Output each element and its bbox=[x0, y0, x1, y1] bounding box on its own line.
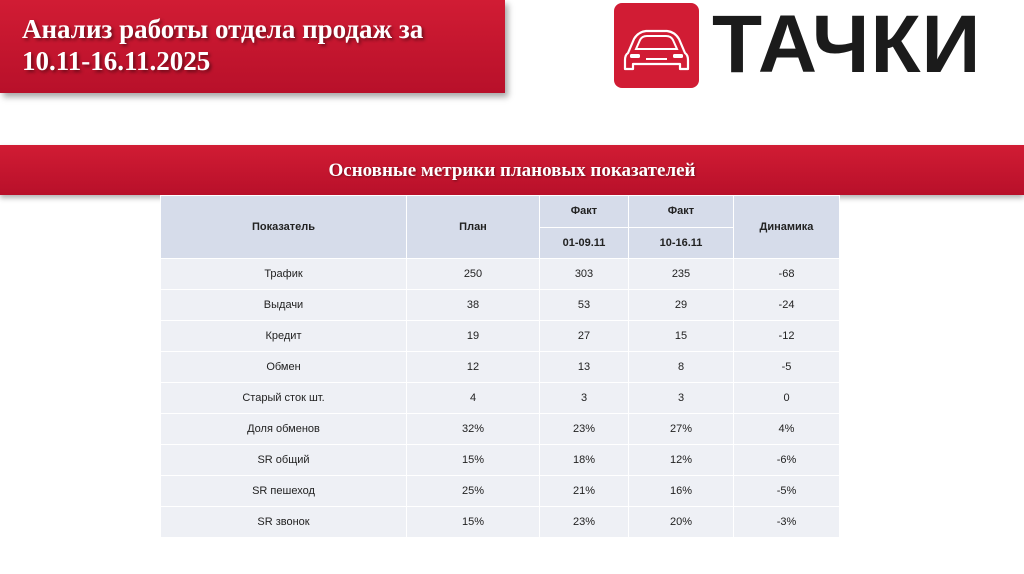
cell-dynamics: 4% bbox=[733, 413, 840, 445]
cell-fact2: 20% bbox=[628, 506, 734, 538]
row-label: SR пешеход bbox=[160, 475, 407, 507]
cell-fact2: 29 bbox=[628, 289, 734, 321]
cell-dynamics: -68 bbox=[733, 258, 840, 290]
cell-fact1: 303 bbox=[539, 258, 629, 290]
table-row: SR общий 15% 18% 12% -6% bbox=[160, 444, 840, 476]
cell-fact2: 3 bbox=[628, 382, 734, 414]
cell-plan: 19 bbox=[406, 320, 540, 352]
table-row: SR звонок 15% 23% 20% -3% bbox=[160, 506, 840, 538]
cell-fact1: 3 bbox=[539, 382, 629, 414]
cell-plan: 15% bbox=[406, 506, 540, 538]
table-row: Трафик 250 303 235 -68 bbox=[160, 258, 840, 290]
row-label: Трафик bbox=[160, 258, 407, 290]
table-row: Выдачи 38 53 29 -24 bbox=[160, 289, 840, 321]
row-label: Кредит bbox=[160, 320, 407, 352]
cell-plan: 25% bbox=[406, 475, 540, 507]
car-front-icon bbox=[614, 3, 699, 88]
cell-fact1: 18% bbox=[539, 444, 629, 476]
page-title-line1: Анализ работы отдела продаж за bbox=[22, 14, 424, 44]
table-row: Кредит 19 27 15 -12 bbox=[160, 320, 840, 352]
cell-plan: 15% bbox=[406, 444, 540, 476]
cell-fact2: 15 bbox=[628, 320, 734, 352]
row-label: SR звонок bbox=[160, 506, 407, 538]
table-row: Старый сток шт. 4 3 3 0 bbox=[160, 382, 840, 414]
cell-dynamics: -3% bbox=[733, 506, 840, 538]
cell-fact1: 23% bbox=[539, 506, 629, 538]
row-label: Обмен bbox=[160, 351, 407, 383]
title-banner: Анализ работы отдела продаж за 10.11-16.… bbox=[0, 0, 505, 93]
row-label: Старый сток шт. bbox=[160, 382, 407, 414]
cell-fact2: 12% bbox=[628, 444, 734, 476]
cell-fact2: 16% bbox=[628, 475, 734, 507]
cell-fact2: 8 bbox=[628, 351, 734, 383]
cell-fact1: 53 bbox=[539, 289, 629, 321]
header-plan: План bbox=[406, 195, 540, 259]
section-header: Основные метрики плановых показателей bbox=[0, 145, 1024, 195]
header-dynamics: Динамика bbox=[733, 195, 840, 259]
metrics-table: Показатель План Факт Факт Динамика 01-09… bbox=[160, 195, 840, 538]
cell-fact1: 27 bbox=[539, 320, 629, 352]
row-label: Доля обменов bbox=[160, 413, 407, 445]
cell-fact2: 27% bbox=[628, 413, 734, 445]
table-row: SR пешеход 25% 21% 16% -5% bbox=[160, 475, 840, 507]
cell-plan: 38 bbox=[406, 289, 540, 321]
cell-plan: 12 bbox=[406, 351, 540, 383]
car-front-icon-graphic bbox=[623, 29, 690, 71]
cell-dynamics: -24 bbox=[733, 289, 840, 321]
cell-fact1: 13 bbox=[539, 351, 629, 383]
cell-fact1: 21% bbox=[539, 475, 629, 507]
header-fact2-period: 10-16.11 bbox=[628, 226, 734, 259]
cell-fact1: 23% bbox=[539, 413, 629, 445]
cell-dynamics: 0 bbox=[733, 382, 840, 414]
table-row: Обмен 12 13 8 -5 bbox=[160, 351, 840, 383]
cell-dynamics: -6% bbox=[733, 444, 840, 476]
header-fact2: Факт bbox=[628, 195, 734, 228]
page-title-line2: 10.11-16.11.2025 bbox=[22, 46, 211, 76]
cell-plan: 4 bbox=[406, 382, 540, 414]
cell-dynamics: -12 bbox=[733, 320, 840, 352]
header-indicator: Показатель bbox=[160, 195, 407, 259]
cell-fact2: 235 bbox=[628, 258, 734, 290]
cell-dynamics: -5% bbox=[733, 475, 840, 507]
row-label: SR общий bbox=[160, 444, 407, 476]
header-fact1: Факт bbox=[539, 195, 629, 228]
cell-dynamics: -5 bbox=[733, 351, 840, 383]
table-row: Доля обменов 32% 23% 27% 4% bbox=[160, 413, 840, 445]
brand-logo-text: ТАЧКИ bbox=[712, 0, 982, 90]
cell-plan: 32% bbox=[406, 413, 540, 445]
section-title: Основные метрики плановых показателей bbox=[328, 160, 696, 181]
header-fact1-period: 01-09.11 bbox=[539, 226, 629, 259]
row-label: Выдачи bbox=[160, 289, 407, 321]
cell-plan: 250 bbox=[406, 258, 540, 290]
